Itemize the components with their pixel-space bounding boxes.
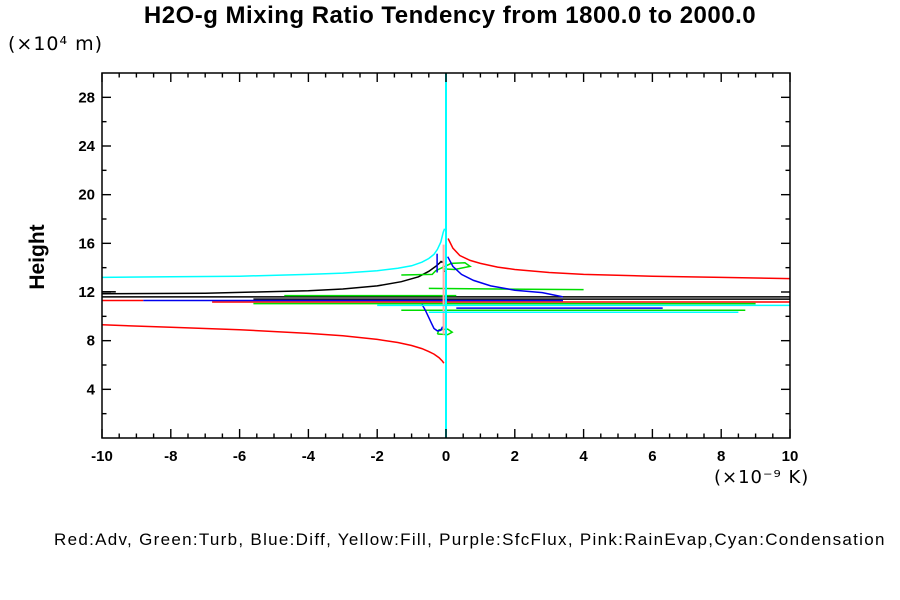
x-tick-label: 6 [648,448,656,465]
series-adv-red [447,238,791,280]
x-tick-label: -4 [302,448,316,465]
x-tick-label: 0 [442,448,450,465]
page-title: H2O-g Mixing Ratio Tendency from 1800.0 … [143,2,757,29]
series-adv-red [101,324,445,364]
series-diff-blue [447,256,564,298]
x-tick-label: 10 [782,448,799,465]
x-tick-label: -8 [164,448,177,465]
y-tick-label: 16 [78,235,95,252]
x-tick-label: 4 [579,448,588,465]
x-tick-label: -10 [91,448,113,465]
series-condensation-cyan [101,228,446,279]
y-tick-label: 8 [87,333,95,350]
y-tick-label: 20 [78,187,95,204]
x-tick-label: 8 [717,448,725,465]
legend-text: Red:Adv, Green:Turb, Blue:Diff, Yellow:F… [54,530,886,549]
y-tick-label: 28 [78,89,95,106]
series-turb-green [401,262,472,276]
y-tick-label: 4 [87,381,96,398]
y-tick-label: 12 [78,284,95,301]
series-diff-blue [421,303,444,332]
series-turb-green [428,287,584,291]
x-tick-label: 2 [511,448,519,465]
y-axis-unit-label: (×10⁴ m) [8,33,104,55]
y-tick-label: 24 [78,138,95,155]
x-tick-label: -2 [371,448,384,465]
x-axis-unit-label: (×10⁻⁹ K) [714,467,810,488]
x-tick-label: -6 [233,448,246,465]
